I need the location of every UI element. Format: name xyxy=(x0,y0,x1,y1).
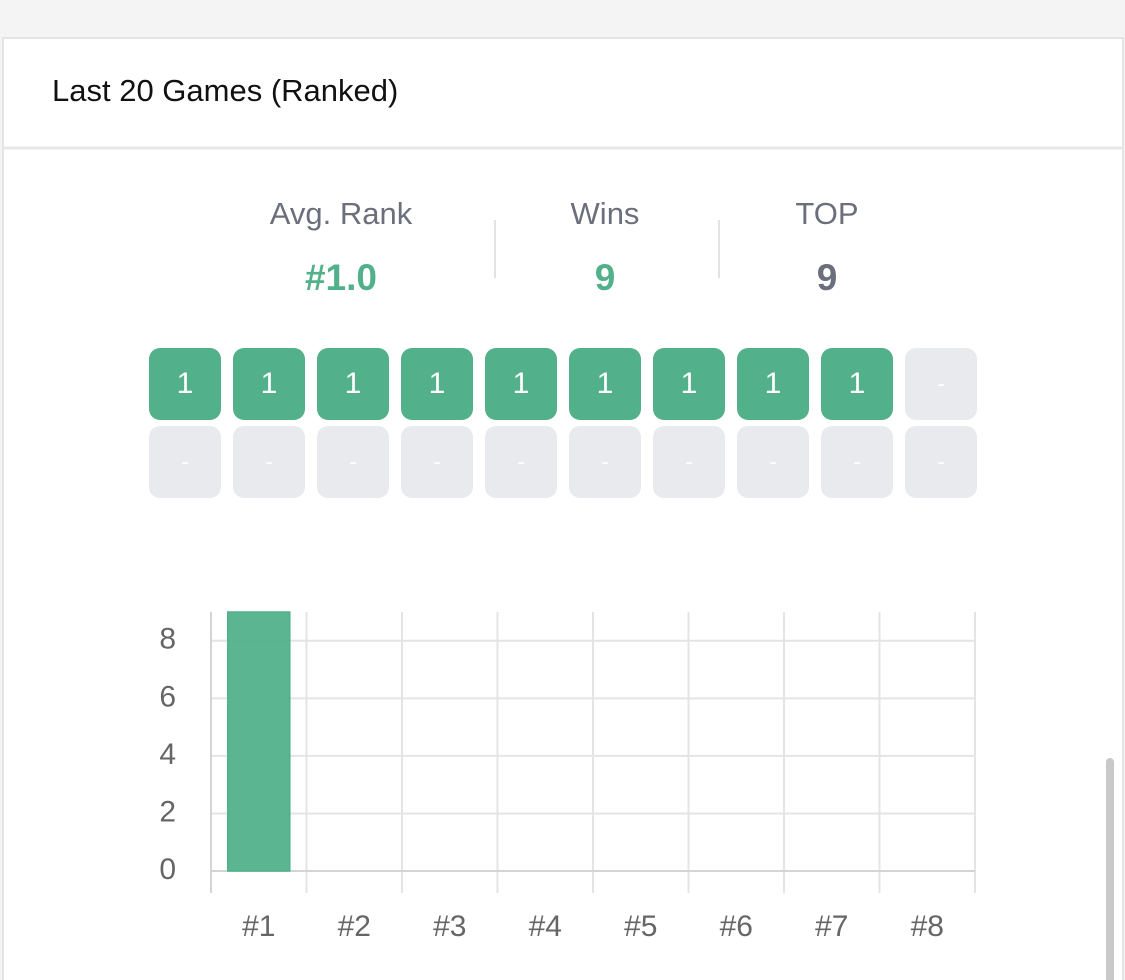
game-cell xyxy=(233,348,305,420)
bar xyxy=(226,611,291,872)
scrollbar xyxy=(1106,758,1114,980)
x-tick-label: #3 xyxy=(433,910,466,943)
game-rank: - xyxy=(181,449,188,474)
game-rank: 1 xyxy=(261,367,278,400)
stat-label: Avg. Rank xyxy=(270,196,413,231)
game-rank: - xyxy=(601,449,608,474)
stat-value: 9 xyxy=(817,257,838,298)
y-tick-label: 6 xyxy=(159,680,176,713)
x-tick-label: #6 xyxy=(720,910,753,943)
stat-value: #1.0 xyxy=(305,257,377,298)
x-tick-label: #7 xyxy=(815,910,848,943)
game-rank: - xyxy=(349,449,356,474)
game-rank: 1 xyxy=(765,367,782,400)
game-rank: - xyxy=(937,371,944,396)
game-rank: 1 xyxy=(177,367,194,400)
game-cell xyxy=(569,426,641,498)
game-cell xyxy=(737,426,809,498)
game-rank: - xyxy=(433,449,440,474)
game-cell xyxy=(485,426,557,498)
x-tick-label: #8 xyxy=(911,910,944,943)
game-cell xyxy=(485,348,557,420)
game-cell xyxy=(149,348,221,420)
game-rank: - xyxy=(769,449,776,474)
game-rank: 1 xyxy=(513,367,530,400)
game-cell xyxy=(317,426,389,498)
game-rank: - xyxy=(685,449,692,474)
x-tick-label: #1 xyxy=(242,910,275,943)
stat-label: Wins xyxy=(571,196,640,231)
x-tick-label: #2 xyxy=(338,910,371,943)
game-cell xyxy=(905,348,977,420)
game-rank: - xyxy=(265,449,272,474)
y-tick-label: 8 xyxy=(159,623,176,656)
game-rank: 1 xyxy=(429,367,446,400)
x-tick-label: #4 xyxy=(529,910,562,943)
y-tick-label: 2 xyxy=(159,795,176,828)
game-rank: 1 xyxy=(849,367,866,400)
game-rank: - xyxy=(853,449,860,474)
game-rank: 1 xyxy=(597,367,614,400)
stat-label: TOP xyxy=(795,196,858,231)
game-cell xyxy=(401,348,473,420)
game-cell xyxy=(233,426,305,498)
y-tick-label: 4 xyxy=(159,738,176,771)
game-cell xyxy=(653,426,725,498)
game-rank: - xyxy=(517,449,524,474)
game-rank: 1 xyxy=(681,367,698,400)
card-title: Last 20 Games (Ranked) xyxy=(52,73,398,108)
game-rank: 1 xyxy=(345,367,362,400)
game-cell xyxy=(149,426,221,498)
game-cell xyxy=(317,348,389,420)
game-cell xyxy=(821,348,893,420)
stat-value: 9 xyxy=(595,257,616,298)
x-tick-label: #5 xyxy=(624,910,657,943)
card xyxy=(2,37,1124,980)
game-cell xyxy=(905,426,977,498)
y-tick-label: 0 xyxy=(159,853,176,886)
game-cell xyxy=(653,348,725,420)
game-cell xyxy=(569,348,641,420)
game-cell xyxy=(737,348,809,420)
game-rank: - xyxy=(937,449,944,474)
game-cell xyxy=(821,426,893,498)
game-cell xyxy=(401,426,473,498)
